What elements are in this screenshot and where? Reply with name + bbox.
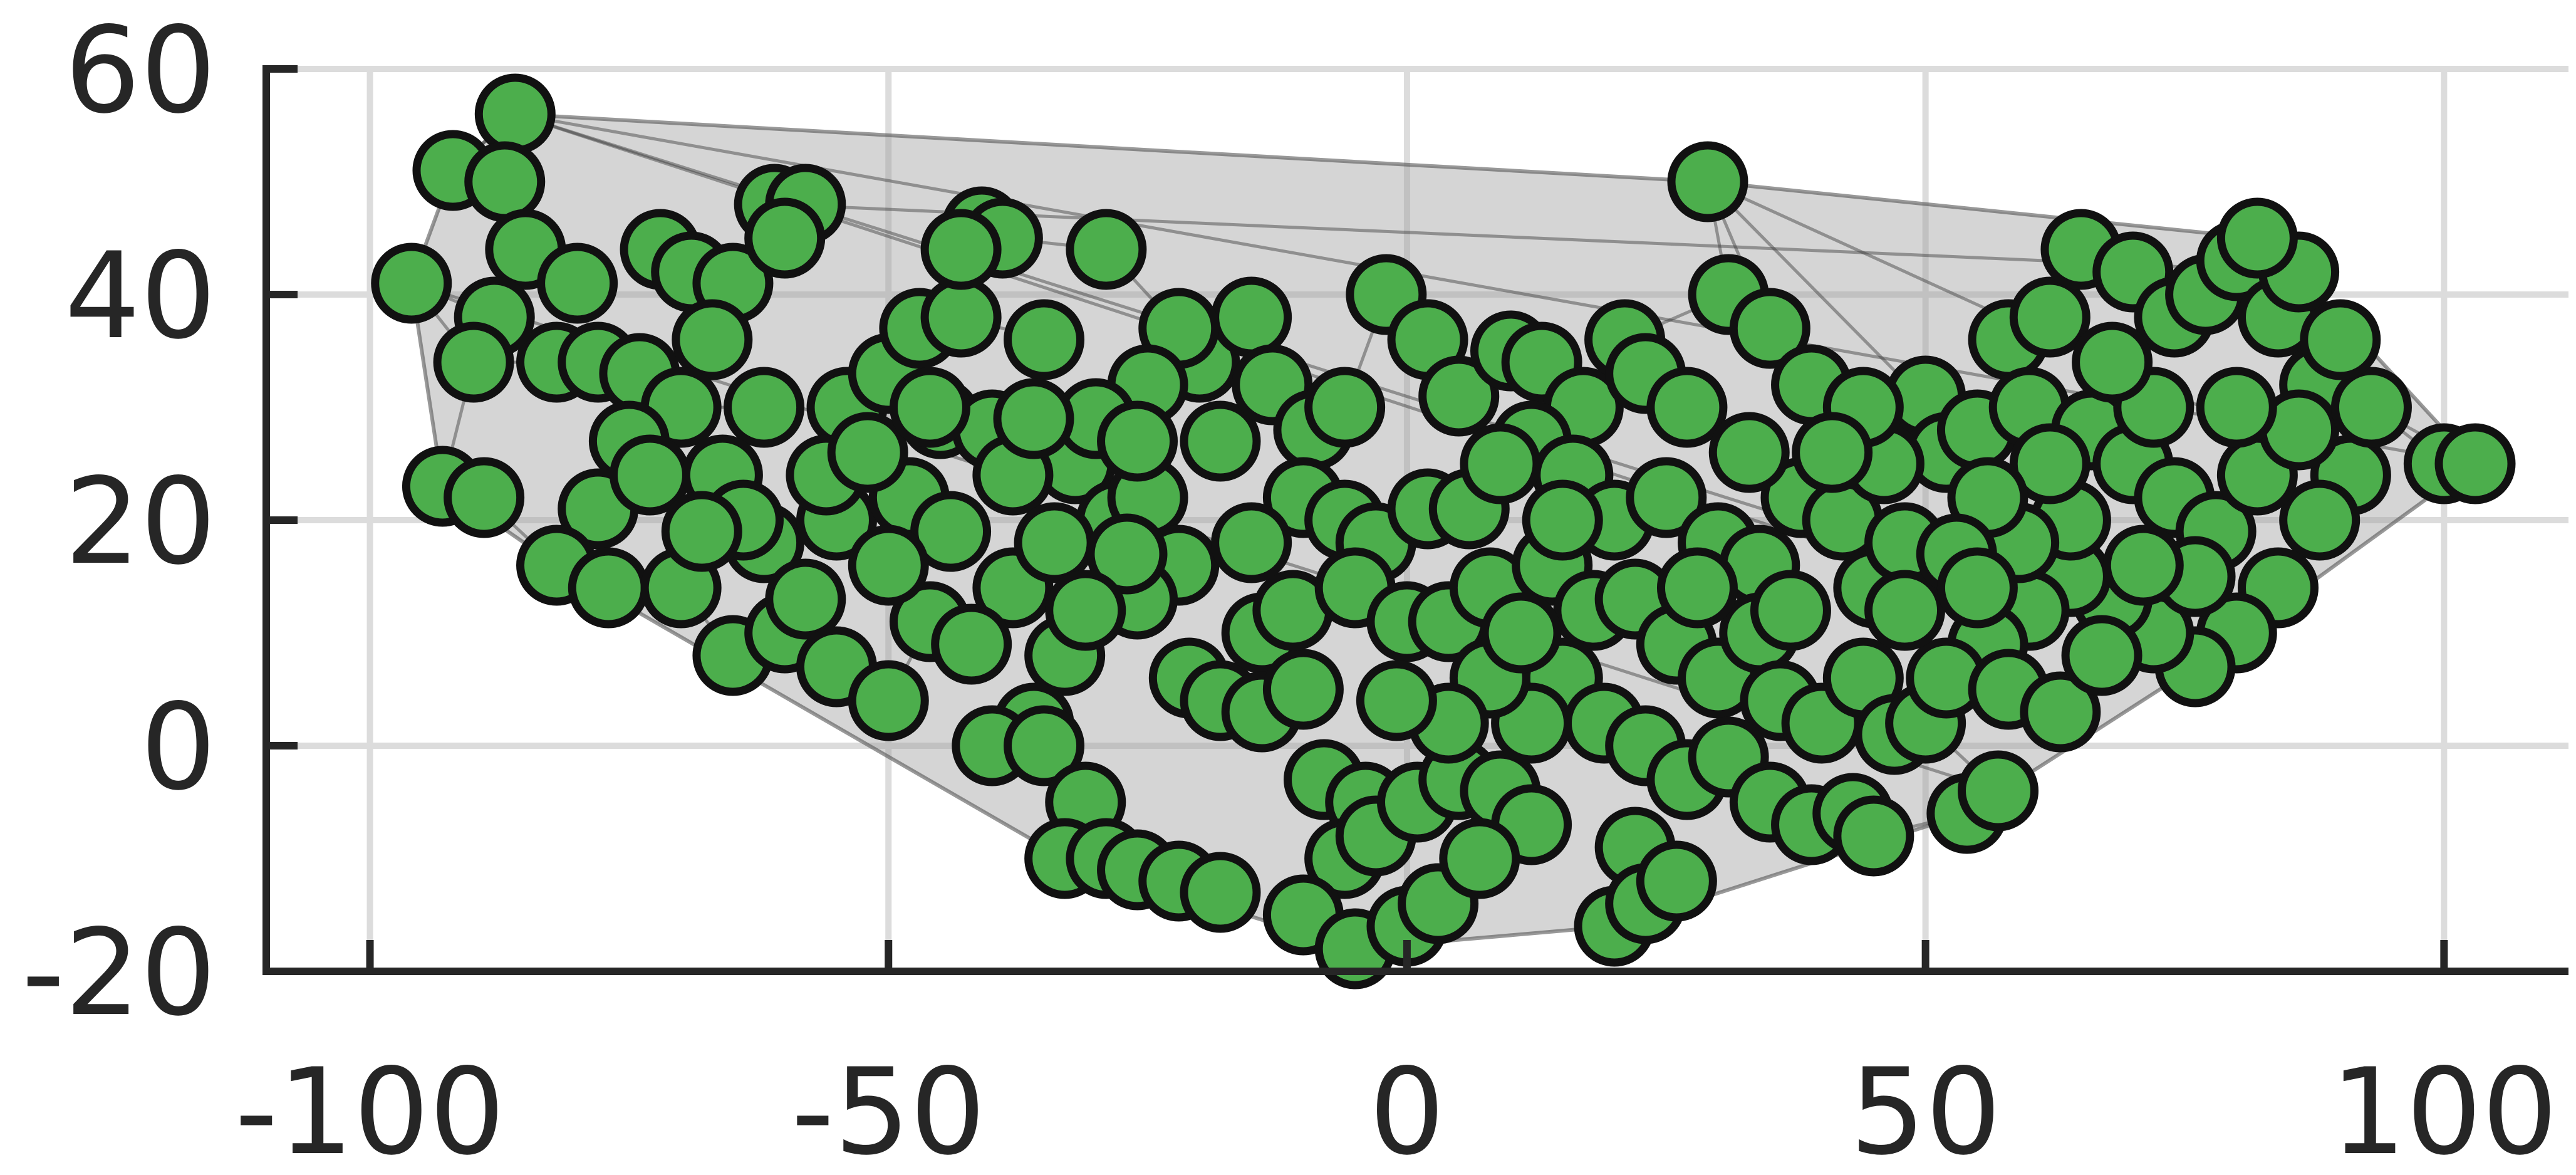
- data-point-207: [2072, 321, 2153, 403]
- data-point-225: [1936, 547, 2018, 629]
- data-point-46: [1066, 209, 1147, 290]
- data-point-35: [848, 660, 929, 741]
- data-point-111: [1045, 570, 1126, 651]
- data-point-107: [1014, 502, 1095, 583]
- data-point-5: [537, 243, 618, 324]
- data-point-19: [672, 299, 753, 380]
- data-point-197: [1864, 570, 1946, 651]
- data-point-86: [1304, 367, 1386, 448]
- data-point-89: [1418, 355, 1500, 437]
- data-point-105: [910, 491, 992, 572]
- data-point-220: [2434, 423, 2516, 504]
- data-point-8: [433, 321, 514, 403]
- data-point-184: [2279, 479, 2360, 561]
- data-point-212: [2196, 367, 2277, 448]
- data-point-115: [661, 491, 742, 572]
- data-point-222: [2300, 299, 2381, 380]
- data-point-33: [765, 558, 846, 640]
- data-point-25: [568, 547, 649, 629]
- data-point-217: [2061, 615, 2142, 696]
- data-point-0: [474, 73, 556, 155]
- x-tick-label-1: -50: [791, 1043, 985, 1175]
- data-point-227: [1750, 570, 1831, 651]
- data-point-2: [464, 141, 546, 222]
- x-tick-label-2: 0: [1369, 1043, 1445, 1175]
- data-point-175: [2009, 276, 2090, 358]
- data-point-110: [931, 603, 1012, 685]
- y-tick-label-2: 20: [65, 452, 216, 591]
- data-point-158: [1833, 795, 1914, 877]
- data-point-79: [1439, 818, 1520, 899]
- data-point-194: [1958, 750, 2039, 832]
- x-tick-label-4: 100: [2330, 1043, 2558, 1175]
- data-point-117: [889, 367, 970, 448]
- data-point-100: [1211, 502, 1292, 583]
- data-point-20: [724, 367, 805, 448]
- data-point-167: [1480, 592, 1562, 674]
- x-tick-label-3: 50: [1850, 1043, 2002, 1175]
- axes: [262, 65, 2568, 975]
- y-tick-label-0: -20: [22, 904, 216, 1042]
- data-point-42: [920, 209, 1002, 290]
- x-tick-label-0: -100: [235, 1043, 505, 1175]
- data-point-55: [1004, 705, 1085, 786]
- data-point-39: [920, 276, 1002, 358]
- data-point-66: [1262, 649, 1344, 730]
- data-point-218: [2102, 525, 2184, 606]
- data-point-81: [1180, 400, 1261, 482]
- data-point-221: [2330, 367, 2412, 448]
- data-point-228: [1708, 412, 1790, 493]
- data-point-224: [2216, 197, 2298, 279]
- data-point-82: [1211, 276, 1292, 358]
- data-point-168: [1522, 479, 1603, 561]
- data-point-166: [1356, 660, 1437, 741]
- data-point-61: [1180, 852, 1261, 933]
- data-point-216: [2020, 671, 2101, 753]
- data-point-129: [1667, 141, 1748, 222]
- data-point-3: [371, 243, 452, 324]
- data-point-45: [1004, 299, 1085, 380]
- y-tick-label-3: 40: [65, 227, 216, 365]
- data-point-226: [1792, 412, 1873, 493]
- data-point-108: [1086, 513, 1168, 595]
- y-tick-labels: -20 0 20 40 60: [22, 1, 216, 1042]
- x-tick-labels: -100 -50 0 50 100: [235, 1043, 2558, 1175]
- data-points: [371, 73, 2516, 990]
- data-point-169: [1460, 423, 1541, 504]
- data-point-18: [744, 197, 826, 279]
- data-point-125: [1646, 367, 1728, 448]
- data-point-116: [827, 412, 908, 493]
- data-point-229: [1656, 547, 1738, 629]
- data-point-133: [1626, 457, 1707, 538]
- data-point-118: [993, 378, 1074, 459]
- data-point-162: [1636, 840, 1717, 922]
- data-point-119: [1097, 400, 1178, 482]
- y-tick-label-4: 60: [65, 1, 216, 140]
- data-point-112: [848, 525, 929, 606]
- data-point-127: [1729, 288, 1810, 369]
- data-point-210: [2009, 423, 2090, 504]
- data-point-10: [444, 457, 525, 538]
- y-tick-label-1: 0: [140, 678, 216, 817]
- data-point-26: [610, 434, 690, 516]
